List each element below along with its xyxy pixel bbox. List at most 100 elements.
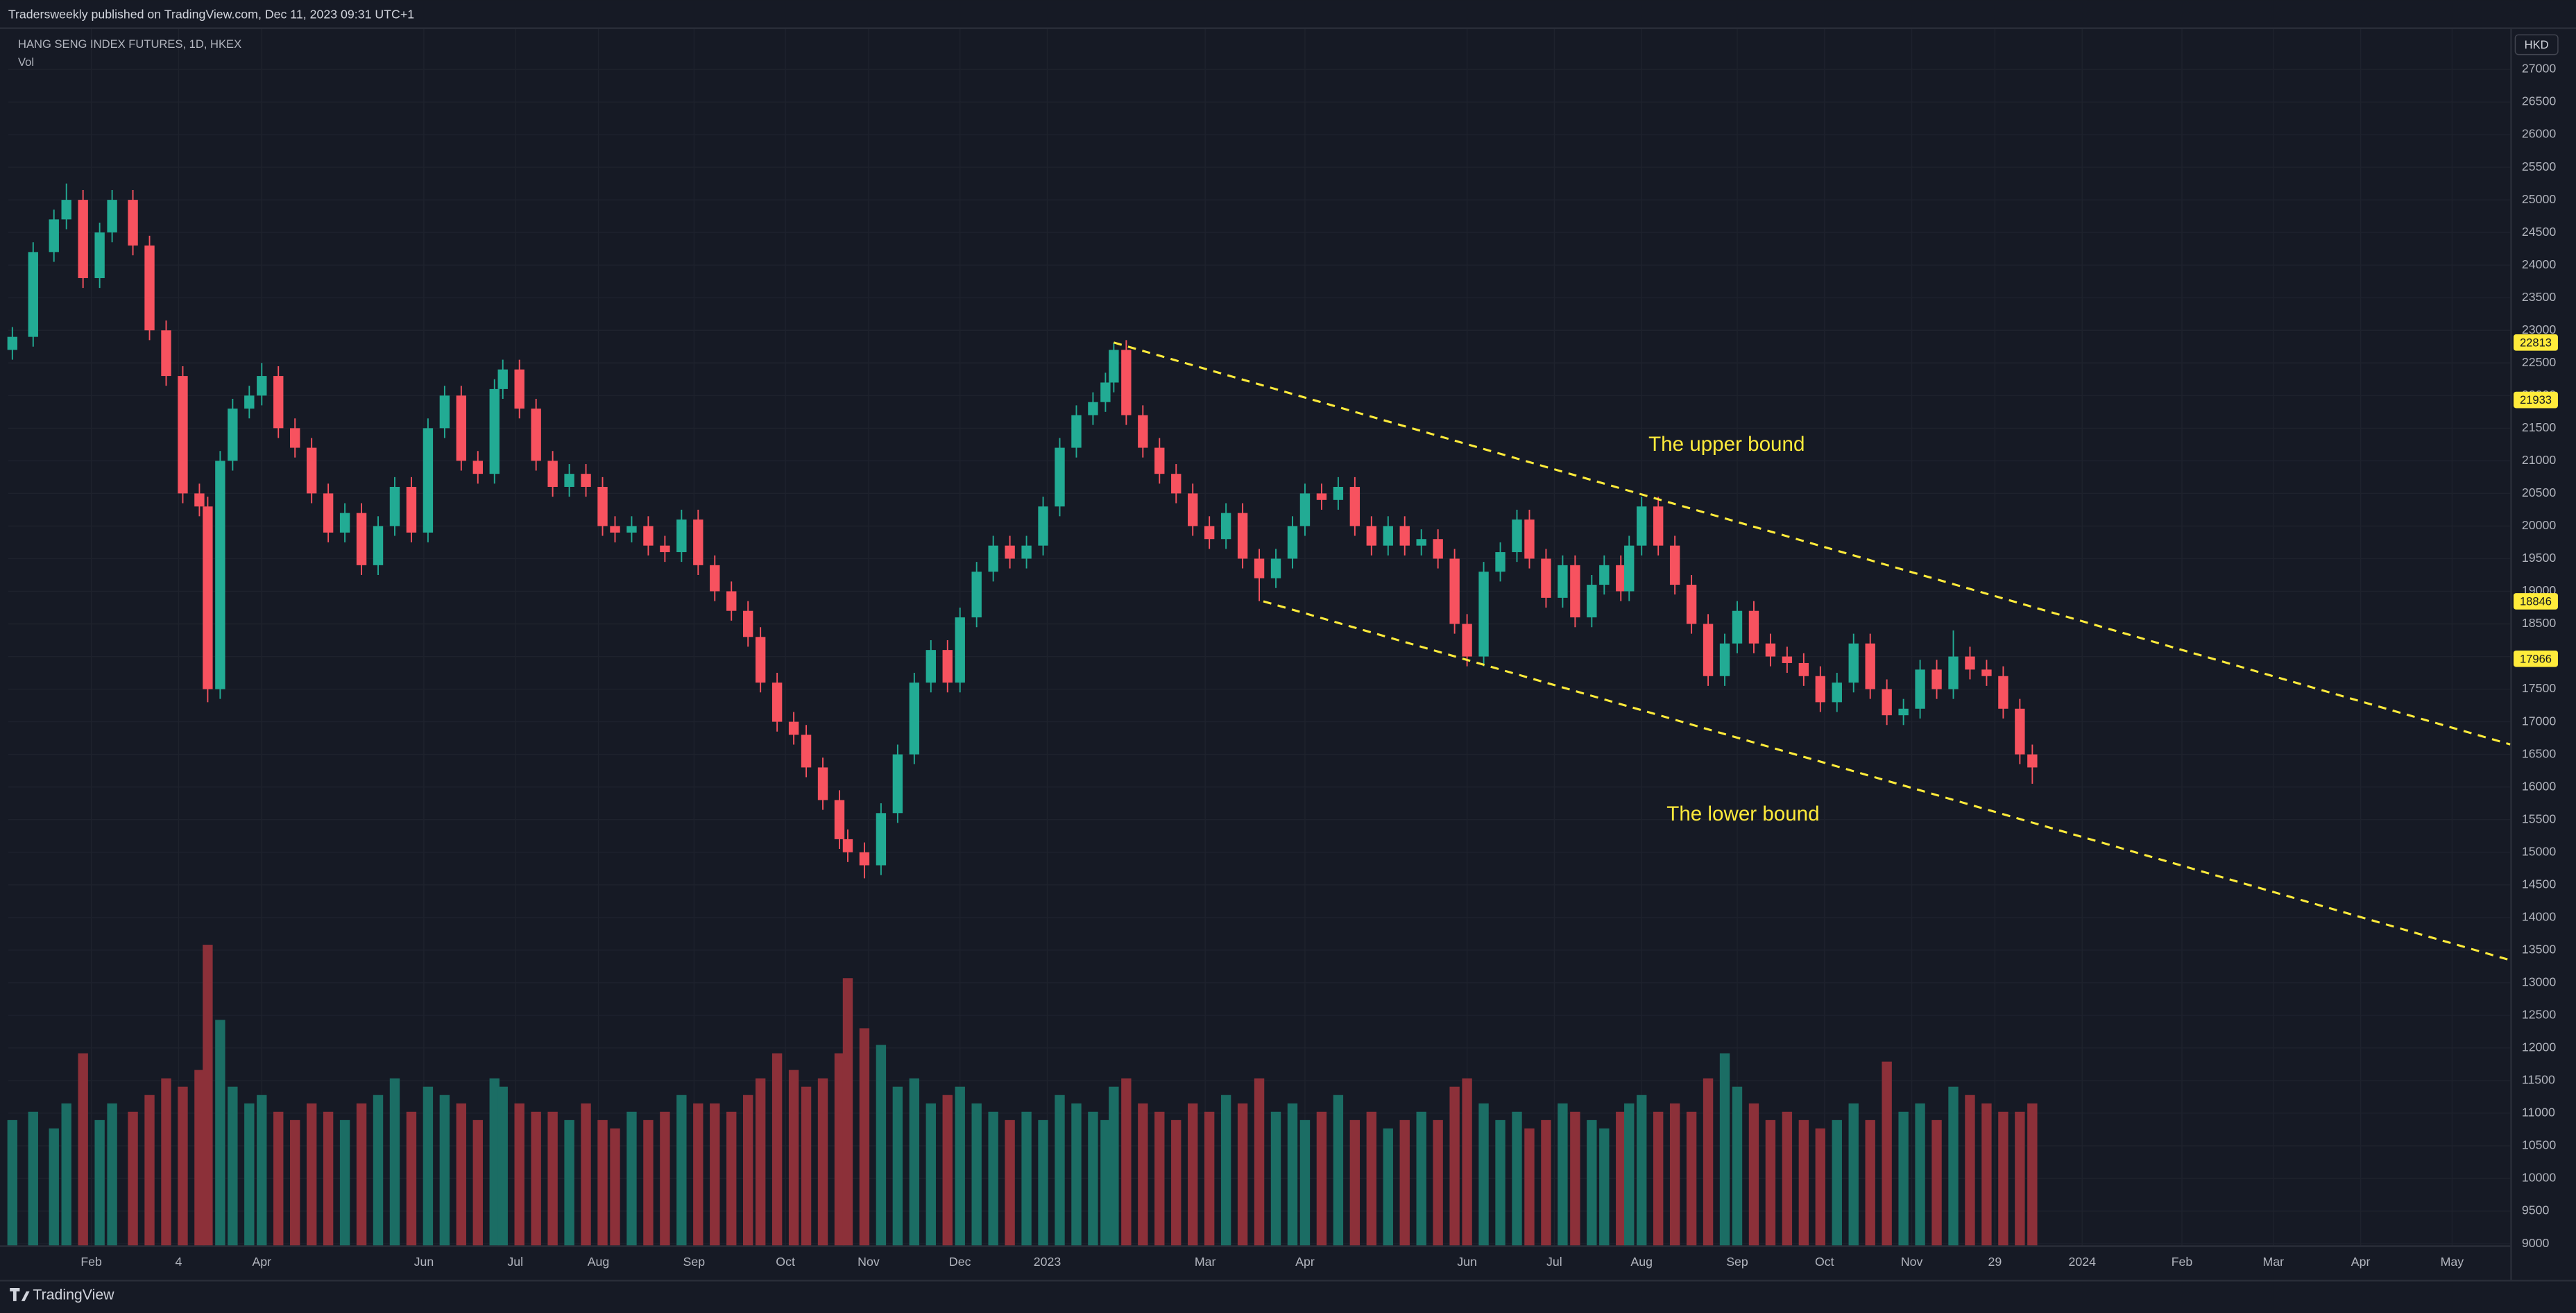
candle-body xyxy=(926,650,936,683)
y-tick-label: 14000 xyxy=(2522,909,2556,923)
volume-bar xyxy=(389,1078,400,1246)
candle-body xyxy=(1703,624,1714,676)
volume-bar xyxy=(1765,1119,1776,1246)
x-tick-label: Apr xyxy=(252,1255,271,1269)
volume-legend: Vol xyxy=(18,55,34,69)
volume-bar xyxy=(1965,1095,1975,1246)
candle-body xyxy=(1719,643,1730,676)
candle-body xyxy=(28,252,38,337)
volume-bar xyxy=(1154,1111,1165,1246)
currency[interactable]: HKD xyxy=(2525,38,2549,51)
candle-body xyxy=(1732,610,1743,644)
volume-bar xyxy=(788,1070,799,1246)
candle-body xyxy=(909,683,920,755)
y-tick-label: 27000 xyxy=(2522,62,2556,76)
candle-body xyxy=(971,572,982,618)
volume-bar xyxy=(1399,1119,1410,1246)
y-tick-label: 16500 xyxy=(2522,746,2556,760)
candle-body xyxy=(1653,506,1664,546)
volume-bar xyxy=(1653,1111,1664,1246)
candle-body xyxy=(1055,447,1065,507)
x-tick-label: 29 xyxy=(1988,1255,2002,1269)
x-tick-label: Feb xyxy=(2172,1255,2193,1269)
volume-bar xyxy=(228,1086,238,1246)
candle-body xyxy=(531,409,541,461)
volume-bar xyxy=(406,1111,417,1246)
candle-body xyxy=(1765,643,1776,657)
candle-body xyxy=(1071,415,1082,448)
trendline xyxy=(1263,600,2511,961)
volume-bar xyxy=(1865,1119,1875,1246)
x-tick-label: Sep xyxy=(683,1255,706,1269)
candle-body xyxy=(439,395,450,429)
volume-bar xyxy=(1299,1119,1311,1246)
candle-body xyxy=(1154,447,1165,474)
x-tick-label: Nov xyxy=(1901,1255,1923,1269)
volume-bar xyxy=(801,1086,812,1246)
volume-bar xyxy=(1512,1111,1522,1246)
y-tick-label: 14500 xyxy=(2522,877,2556,891)
volume-bar xyxy=(876,1045,887,1246)
candle-body xyxy=(1005,545,1015,559)
volume-bar xyxy=(306,1103,317,1246)
volume-bar xyxy=(597,1119,608,1246)
volume-bar xyxy=(273,1111,284,1246)
candle-body xyxy=(1898,708,1909,716)
volume-bar xyxy=(1915,1103,1925,1246)
price-label-box xyxy=(2514,593,2558,610)
volume-bar xyxy=(244,1103,255,1246)
candle-body xyxy=(1270,558,1281,578)
candle-body xyxy=(955,617,965,683)
volume-bar xyxy=(859,1028,870,1246)
volume-bar xyxy=(1719,1053,1730,1246)
y-tick-label: 24500 xyxy=(2522,225,2556,239)
candle-body xyxy=(1882,689,1892,716)
volume-bar xyxy=(1237,1103,1248,1246)
volume-bar xyxy=(1433,1119,1443,1246)
y-tick-label: 16000 xyxy=(2522,779,2556,793)
candle-body xyxy=(1558,565,1568,598)
candle-body xyxy=(1587,585,1597,618)
x-tick-label: Apr xyxy=(2351,1255,2371,1269)
candle-body xyxy=(1495,552,1505,572)
y-tick-label: 12000 xyxy=(2522,1040,2556,1054)
candle-body xyxy=(643,526,654,546)
candle-body xyxy=(876,813,887,866)
x-tick-label: Jun xyxy=(1457,1255,1477,1269)
candle-body xyxy=(514,369,524,409)
volume-bar xyxy=(194,1070,205,1246)
y-tick-label: 18500 xyxy=(2522,616,2556,630)
candle-body xyxy=(1349,486,1360,526)
candle-body xyxy=(323,493,334,533)
candle-body xyxy=(1399,526,1410,546)
candle-body xyxy=(389,486,400,526)
candle-body xyxy=(1204,526,1215,540)
volume-bar xyxy=(1931,1119,1942,1246)
volume-bar xyxy=(1587,1119,1597,1246)
y-tick-label: 17000 xyxy=(2522,714,2556,728)
volume-bar xyxy=(1316,1111,1327,1246)
footer-logo[interactable]: TradingView xyxy=(10,1286,114,1303)
candle-body xyxy=(257,376,267,396)
candle-body xyxy=(1220,513,1231,540)
volume-bar xyxy=(1333,1095,1344,1246)
logo-icon[interactable] xyxy=(10,1287,30,1301)
volume-bar xyxy=(472,1119,483,1246)
volume-bar xyxy=(955,1086,965,1246)
candle-body xyxy=(1021,545,1032,559)
candle-body xyxy=(178,376,188,494)
y-tick-label: 26500 xyxy=(2522,94,2556,108)
candle-body xyxy=(892,754,903,814)
axes: 9000 9500 10000 10500 11000 11500 12000 12500 13… xyxy=(80,62,2558,1269)
volume-bar xyxy=(676,1095,687,1246)
volume-bar xyxy=(215,1020,225,1246)
volume-bar xyxy=(1055,1095,1065,1246)
volume-bar xyxy=(489,1078,500,1246)
x-tick-label: Jul xyxy=(1546,1255,1562,1269)
logo-text[interactable]: TradingView xyxy=(33,1286,114,1303)
candle-body xyxy=(726,591,737,611)
candle-body xyxy=(771,683,783,722)
candle-body xyxy=(306,447,317,494)
currency-box[interactable] xyxy=(2514,34,2559,55)
